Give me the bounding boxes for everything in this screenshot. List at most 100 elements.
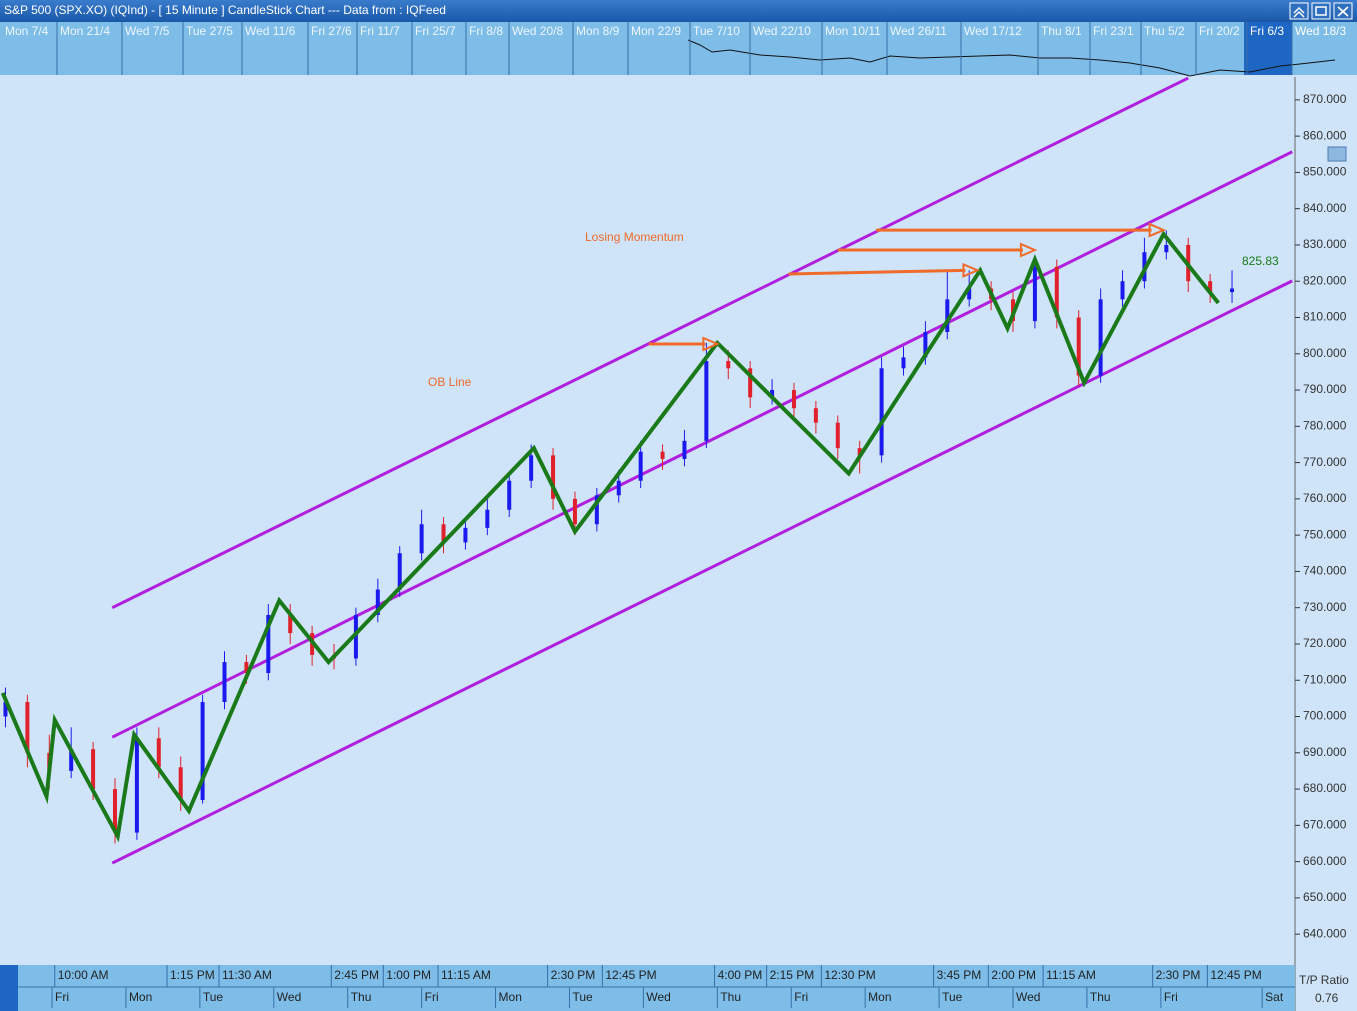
overview-date: Mon 7/4 (5, 24, 49, 38)
window-buttons[interactable] (1289, 2, 1353, 20)
candle-body (551, 455, 556, 499)
candle-body (1230, 288, 1235, 293)
candle-body (682, 440, 687, 459)
candle-body (266, 614, 271, 673)
scroll-icon[interactable] (1327, 146, 1347, 162)
arrow-head (702, 336, 720, 352)
overview-date: Mon 21/4 (60, 24, 110, 38)
day-tick-label: Tue (572, 990, 593, 1004)
maximize-button[interactable] (1311, 2, 1331, 20)
overview-date: Wed 11/6 (245, 24, 296, 38)
x-tick-label: 2:45 PM (334, 968, 379, 982)
overview-date: Wed 17/12 (964, 24, 1022, 38)
x-tick-label: 10:00 AM (58, 968, 109, 982)
overview-date: Thu 5/2 (1144, 24, 1185, 38)
arrow-head (962, 262, 980, 278)
day-tick-label: Fri (425, 990, 439, 1004)
day-tick-label: Wed (277, 990, 301, 1004)
overview-highlight (1244, 22, 1292, 75)
overview-date: Thu 8/1 (1041, 24, 1082, 38)
candle-body (594, 495, 599, 525)
candle-body (441, 524, 446, 543)
overview-line (687, 39, 1336, 77)
x-axis-marker (0, 965, 18, 1011)
candle-body (813, 408, 818, 423)
candle-body (91, 749, 96, 790)
overview-date: Wed 7/5 (125, 24, 170, 38)
overview-date: Fri 11/7 (360, 24, 400, 38)
y-tick-label: 740.000 (1303, 564, 1347, 578)
y-tick-label: 760.000 (1303, 491, 1347, 505)
y-tick-label: 850.000 (1303, 165, 1347, 179)
overview-labels: Mon 7/4 Mon 21/4 Wed 7/5 Tue 27/5 Wed 11/6 Fr… (5, 22, 1346, 75)
x-tick-label: 11:15 AM (441, 968, 491, 982)
overview-date: Mon 8/9 (576, 24, 620, 38)
x-tick-label: 2:30 PM (1156, 968, 1201, 982)
candle-body (463, 527, 468, 543)
day-tick-label: Thu (1090, 990, 1111, 1004)
y-tick-label: 840.000 (1303, 201, 1347, 215)
day-tick-label: Fri (55, 990, 69, 1004)
x-tick-label: 2:30 PM (551, 968, 596, 982)
candle-body (244, 662, 249, 673)
channel-line (111, 279, 1293, 865)
day-tick-label: Thu (720, 990, 741, 1004)
x-axis-panel (0, 965, 1295, 1011)
candle-body (485, 509, 490, 528)
y-tick-label: 830.000 (1303, 237, 1347, 251)
candle-body (507, 480, 512, 510)
overview-date: Fri 20/2 (1199, 24, 1240, 38)
candle-body (638, 451, 643, 481)
y-tick-label: 700.000 (1303, 709, 1347, 723)
y-tick-label: 870.000 (1303, 92, 1347, 106)
y-tick-label: 720.000 (1303, 636, 1347, 650)
arrow-head (1148, 222, 1167, 238)
overview-date: Wed 22/10 (753, 24, 811, 38)
annotation: Losing Momentum (585, 230, 684, 244)
y-tick-label: 640.000 (1303, 926, 1347, 940)
day-tick-label: Sat (1265, 990, 1284, 1004)
candle-body (178, 767, 183, 800)
y-tick-label: 750.000 (1303, 527, 1347, 541)
plot-area (0, 77, 1295, 965)
y-tick-label: 810.000 (1303, 310, 1347, 324)
overview-date: Fri 8/8 (469, 24, 503, 38)
y-tick-label: 660.000 (1303, 854, 1347, 868)
overview-date: Fri 27/6 (311, 24, 352, 38)
y-tick-label: 680.000 (1303, 781, 1347, 795)
day-tick-label: Fri (794, 990, 808, 1004)
overview-date: Mon 10/11 (825, 24, 881, 38)
y-tick-label: 780.000 (1303, 418, 1347, 432)
overview-date: Wed 18/3 (1295, 24, 1346, 38)
day-tick-label: Mon (868, 990, 891, 1004)
y-tick-label: 860.000 (1303, 128, 1347, 142)
x-tick-label: 11:30 AM (222, 968, 272, 982)
candle-body (901, 357, 906, 369)
candle-body (923, 332, 928, 358)
overview-date: Fri 6/3 (1250, 24, 1284, 38)
candle-body (945, 299, 950, 333)
annotation: OB Line (428, 375, 472, 389)
candle-body (419, 524, 424, 554)
momentum-arrow (788, 268, 966, 276)
candle-body (1164, 244, 1169, 253)
candle-body (1098, 299, 1103, 376)
y-tick-label: 730.000 (1303, 600, 1347, 614)
overview-date: Fri 23/1 (1093, 24, 1134, 38)
candle-body (748, 368, 753, 398)
overview-date: Fri 25/7 (415, 24, 456, 38)
y-tick-label: 650.000 (1303, 890, 1347, 904)
ratio-label: T/P Ratio (1299, 973, 1349, 987)
x-tick-label: 2:00 PM (991, 968, 1036, 982)
y-tick-label: 670.000 (1303, 818, 1347, 832)
last-price-label: 825.83 (1242, 254, 1279, 268)
day-tick-label: Tue (942, 990, 963, 1004)
overview-strip (0, 22, 1357, 75)
overview-date: Tue 7/10 (693, 24, 740, 38)
day-tick-label: Tue (203, 990, 224, 1004)
candle-body (288, 614, 293, 634)
day-tick-label: Thu (351, 990, 372, 1004)
candle-body (704, 361, 709, 441)
candle-body (857, 448, 862, 456)
